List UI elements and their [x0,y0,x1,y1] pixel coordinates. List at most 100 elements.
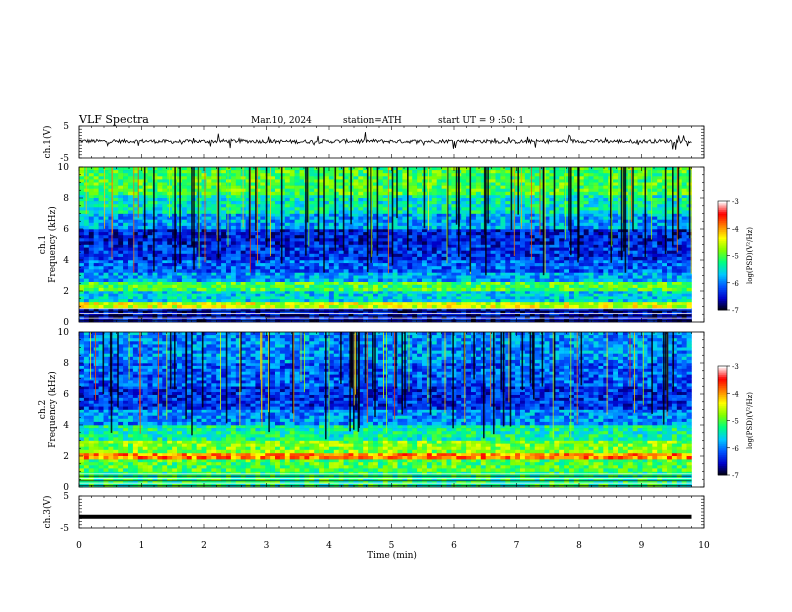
spectrogram-cell [108,291,114,295]
spectrogram-cell [490,235,496,239]
spectrogram-cell [83,238,90,242]
spectrogram-cell [559,299,565,303]
spectrogram-cell [608,266,614,270]
spectrogram-cell [88,232,94,236]
spectrogram-cell [162,296,168,300]
spectrogram-cell [152,244,158,248]
spectrogram-cell [333,296,339,300]
spectrogram-cell [255,278,261,282]
spectrogram-cell [137,299,143,303]
spectrogram-cell [172,310,178,314]
spectrogram-cell [515,308,521,312]
spectrogram-cell [162,284,168,289]
spectrogram-cell [270,253,276,258]
spectrogram-cell [539,232,545,236]
spectrogram-cell [206,287,212,292]
spectrogram-cell [299,198,305,202]
spectrogram-cell [451,229,457,233]
spectrogram-cell [79,235,85,239]
spectrogram-cell [475,250,482,255]
spectrogram-cell [377,241,384,245]
spectrogram-cell [270,269,276,273]
spectrogram-cell [128,194,134,199]
spectrogram-cell [475,304,482,309]
spectrogram-cell [515,213,521,217]
spectrogram-cell [593,266,599,270]
spectrogram-cell [279,281,286,286]
spectrogram-cell [260,256,266,261]
spectrogram-cell [373,260,379,264]
spectrogram-cell [662,222,668,227]
spectrogram-cell [564,216,570,220]
spectrogram-cell [289,225,295,230]
spectrogram-cell [88,310,94,314]
spectrogram-cell [471,198,477,202]
spectrogram-cell [93,250,99,255]
spectrogram-cell [387,247,393,251]
figure-title: VLF Spectra [78,113,149,126]
spectrogram-cell [515,310,521,314]
spectrogram-cell [191,284,197,289]
spectrogram-cell [647,269,653,273]
spectrogram-cell [387,296,393,300]
spectrogram-cell [637,293,643,297]
spectrogram-cell [426,235,433,239]
spectrogram-cell [480,225,486,230]
spectrogram-cell [387,313,393,317]
spectrogram-cell [598,225,604,230]
spectrogram-cell [201,278,207,282]
spectrogram-cell [255,213,261,217]
spectrogram-cell [603,260,609,264]
spectrogram-cell [240,256,246,261]
spectrogram-cell [88,225,94,230]
spectrogram-cell [417,287,423,292]
spectrogram-cell [426,194,433,199]
spectrogram-cell [495,287,501,292]
spectrogram-cell [480,232,486,236]
spectrogram-cell [93,313,99,317]
spectrogram-cell [338,238,344,242]
spectrogram-cell [319,201,325,205]
spectrogram-cell [113,310,119,314]
spectrogram-cell [196,304,202,309]
spectrogram-cell [358,266,364,270]
spectrogram-cell [211,213,217,217]
spectrogram-cell [206,310,212,314]
spectrogram-cell [632,256,638,261]
spectrogram-cell [613,266,619,270]
spectrogram-cell [593,287,599,292]
spectrogram-cell [240,296,246,300]
spectrogram-cell [583,253,589,258]
spectrogram-cell [500,235,506,239]
spectrogram-cell [279,308,286,312]
spectrogram-cell [603,250,609,255]
spectrogram-cell [186,235,192,239]
spectrogram-cell [137,247,143,251]
spectrogram-cell [520,310,526,314]
spectrogram-cell [431,269,437,273]
spectrogram-cell [270,284,276,289]
spectrogram-cell [667,272,673,276]
spectrogram-cell [593,304,599,309]
spectrogram-cell [118,272,124,276]
spectrogram-cell [172,293,178,297]
spectrogram-cell [265,250,271,255]
spectrogram-cell [569,313,575,317]
spectrogram-cell [314,238,320,242]
spectrogram-cell [412,222,418,227]
spectrogram-cell [373,266,379,270]
spectrogram-cell [309,275,315,279]
spectrogram-cell [245,238,251,242]
spectrogram-cell [505,253,511,258]
spectrogram-cell [422,278,428,282]
spectrogram-cell [632,232,638,236]
spectrogram-cell [324,232,330,236]
spectrogram-cell [353,238,359,242]
spectrogram-cell [475,229,482,233]
spectrogram-cell [392,216,398,220]
spectrogram-cell [83,250,90,255]
spectrogram-cell [201,250,207,255]
spectrogram-cell [520,229,526,233]
spectrogram-cell [289,222,295,227]
spectrogram-cell [520,308,526,312]
